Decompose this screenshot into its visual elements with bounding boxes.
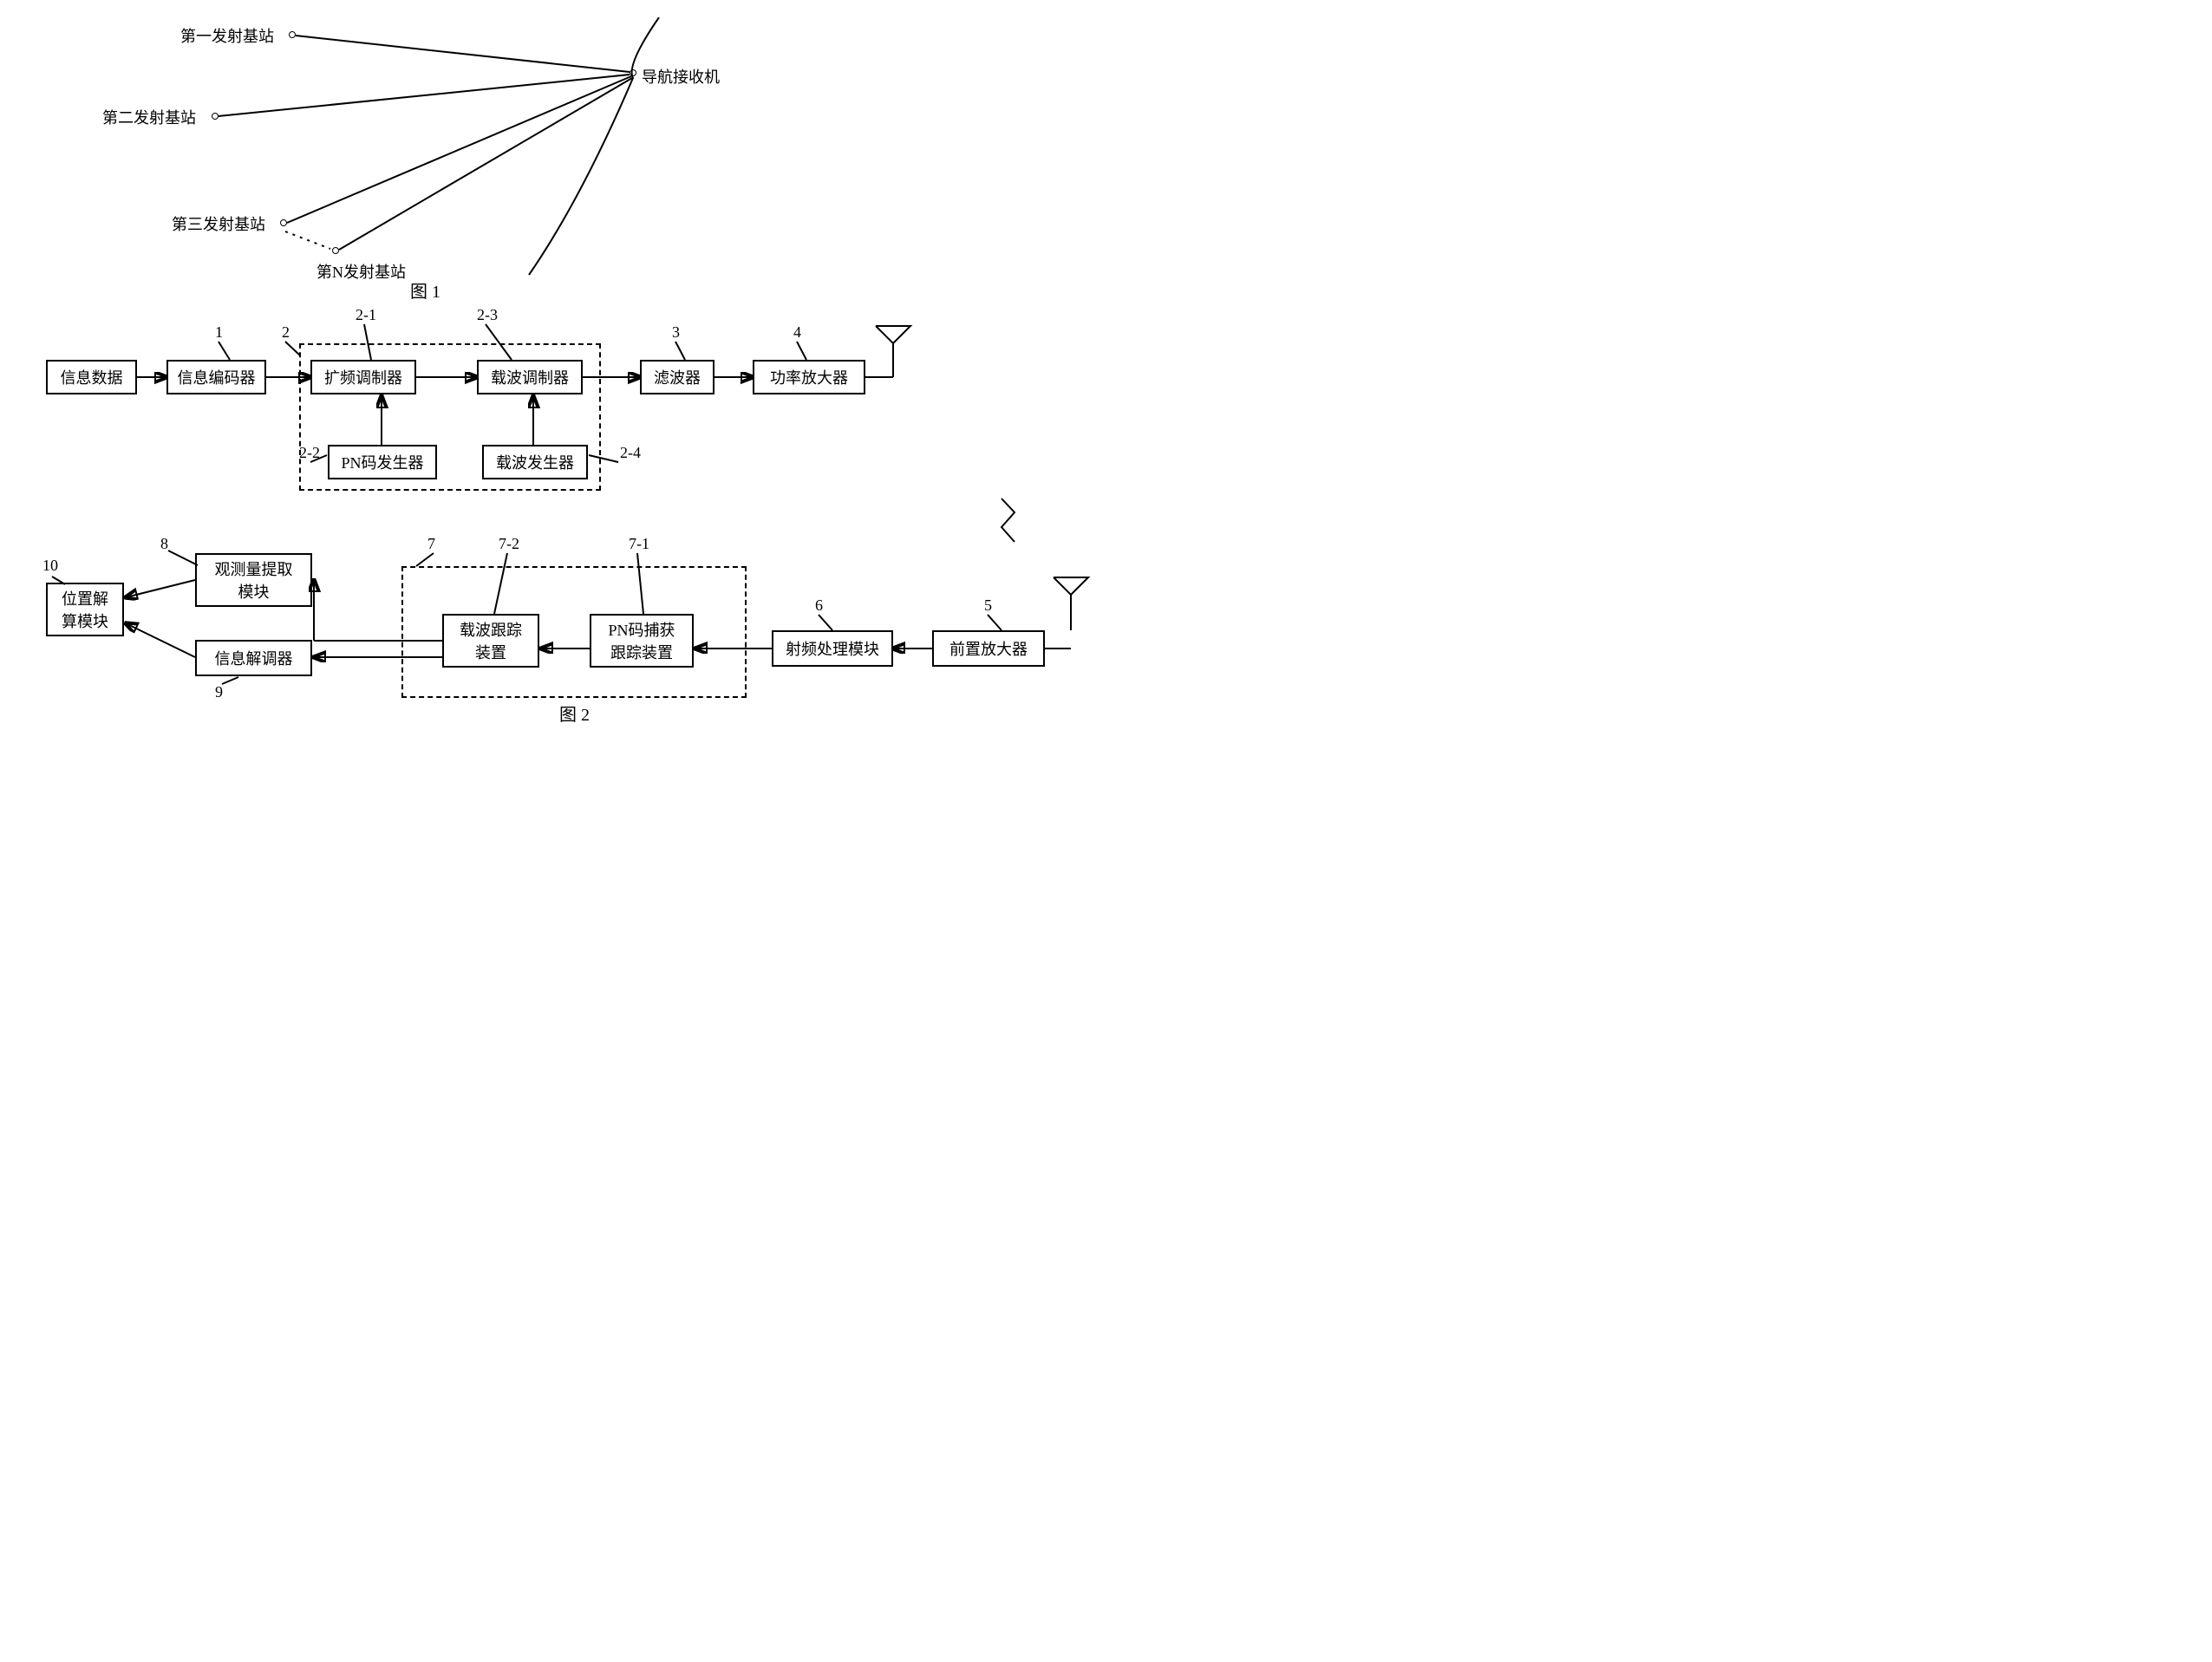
text-obs-2: 模块	[238, 580, 270, 603]
diagram-canvas: 第一发射基站 第二发射基站 第三发射基站 第N发射基站 导航接收机 图 1 信息…	[17, 17, 1127, 850]
label-receiver: 导航接收机	[642, 65, 720, 88]
num-2-1: 2-1	[356, 306, 376, 324]
node-station3	[280, 219, 287, 226]
label-station1: 第一发射基站	[180, 24, 274, 47]
num-7-1: 7-1	[629, 535, 649, 553]
caption-fig2: 图 2	[559, 701, 590, 726]
box-encoder: 信息编码器	[166, 360, 266, 394]
text-spread-mod: 扩频调制器	[324, 366, 402, 388]
node-receiver	[630, 69, 636, 76]
box-filter: 滤波器	[640, 360, 714, 394]
num-2-4: 2-4	[620, 444, 641, 462]
text-carrier-track-1: 载波跟踪	[460, 618, 522, 641]
text-pn-track-2: 跟踪装置	[610, 641, 673, 663]
caption-fig1: 图 1	[410, 277, 440, 303]
box-carrier-track: 载波跟踪 装置	[442, 614, 539, 668]
text-carrier-gen: 载波发生器	[496, 451, 574, 473]
num-2-3: 2-3	[477, 306, 498, 324]
num-7-2: 7-2	[499, 535, 519, 553]
label-station3: 第三发射基站	[172, 212, 265, 235]
text-pos-2: 算模块	[62, 609, 108, 632]
box-rf-module: 射频处理模块	[772, 630, 893, 667]
node-station1	[289, 31, 296, 38]
text-pn-gen: PN码发生器	[341, 451, 423, 473]
text-preamp: 前置放大器	[949, 637, 1028, 660]
text-pn-track-1: PN码捕获	[608, 618, 675, 641]
text-pos-1: 位置解	[62, 587, 108, 609]
num-2-2: 2-2	[299, 444, 320, 462]
num-6: 6	[815, 596, 823, 615]
box-spread-mod: 扩频调制器	[310, 360, 416, 394]
box-power-amp: 功率放大器	[753, 360, 865, 394]
num-1: 1	[215, 323, 223, 342]
label-station2: 第二发射基站	[102, 106, 196, 128]
label-stationN: 第N发射基站	[316, 260, 406, 283]
text-encoder: 信息编码器	[178, 366, 256, 388]
text-carrier-track-2: 装置	[475, 641, 506, 663]
text-rf-module: 射频处理模块	[786, 637, 879, 660]
box-info-data: 信息数据	[46, 360, 137, 394]
num-5: 5	[984, 596, 992, 615]
box-pn-gen: PN码发生器	[328, 445, 437, 479]
box-info-demod: 信息解调器	[195, 640, 312, 676]
text-carrier-mod: 载波调制器	[491, 366, 569, 388]
box-carrier-gen: 载波发生器	[482, 445, 588, 479]
box-obs-extract: 观测量提取 模块	[195, 553, 312, 607]
num-4: 4	[793, 323, 801, 342]
box-preamp: 前置放大器	[932, 630, 1045, 667]
box-pn-track: PN码捕获 跟踪装置	[590, 614, 694, 668]
num-8: 8	[160, 535, 168, 553]
num-2: 2	[282, 323, 290, 342]
text-info-data: 信息数据	[61, 366, 123, 388]
num-3: 3	[672, 323, 680, 342]
text-obs-1: 观测量提取	[215, 557, 293, 580]
node-stationN	[332, 247, 339, 254]
text-info-demod: 信息解调器	[215, 647, 293, 669]
box-pos-solve: 位置解 算模块	[46, 583, 124, 636]
box-carrier-mod: 载波调制器	[477, 360, 583, 394]
text-filter: 滤波器	[654, 366, 701, 388]
text-power-amp: 功率放大器	[770, 366, 848, 388]
node-station2	[212, 113, 219, 120]
num-9: 9	[215, 683, 223, 701]
num-10: 10	[42, 557, 58, 575]
num-7: 7	[427, 535, 435, 553]
